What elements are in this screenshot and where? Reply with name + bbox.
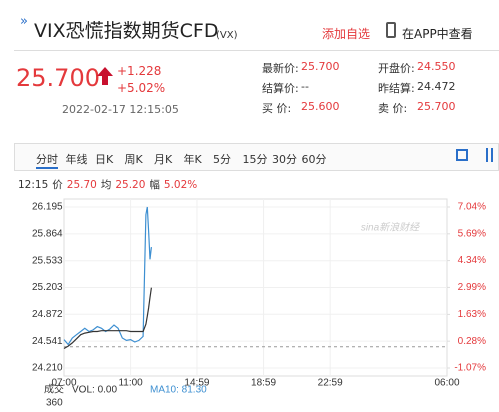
tab[interactable]: 周K bbox=[124, 153, 143, 166]
field-value: 24.550 bbox=[417, 60, 456, 73]
volume-tick: 360 bbox=[46, 398, 63, 409]
field-label: 卖 价: bbox=[378, 102, 408, 115]
x-tick-label: 14:59 bbox=[184, 378, 209, 389]
up-arrow bbox=[97, 67, 113, 85]
field-value: 25.600 bbox=[301, 100, 340, 113]
y2-tick-label: 7.04% bbox=[458, 202, 486, 213]
tab[interactable]: 30分 bbox=[272, 153, 297, 166]
x-tick-label: 18:59 bbox=[251, 378, 276, 389]
price-line bbox=[63, 206, 152, 346]
volume-item: MA10: 81.30 bbox=[150, 385, 207, 396]
y-tick-label: 25.864 bbox=[32, 228, 63, 239]
fullscreen-icon[interactable] bbox=[456, 149, 468, 161]
add-watchlist[interactable]: 添加自选 bbox=[322, 27, 371, 41]
field-label: 买 价: bbox=[262, 102, 292, 115]
change-pct: +5.02% bbox=[117, 81, 166, 95]
info-value: 5.02% bbox=[163, 179, 198, 191]
phone-icon bbox=[386, 22, 396, 38]
field-label: 昨结算: bbox=[378, 82, 415, 95]
field-value: 24.472 bbox=[417, 80, 456, 93]
x-tick-label: 22:59 bbox=[318, 378, 343, 389]
tab[interactable]: 月K bbox=[154, 153, 173, 166]
y2-tick-label: 1.63% bbox=[458, 309, 486, 320]
tab[interactable]: 年线 bbox=[65, 153, 88, 166]
field-value: 25.700 bbox=[301, 60, 340, 73]
y2-tick-label: -1.07% bbox=[454, 363, 486, 374]
view-in-app[interactable]: 在APP中查看 bbox=[402, 27, 473, 41]
price: 25.700 bbox=[16, 64, 100, 92]
tab[interactable]: 分时 bbox=[36, 151, 58, 169]
x-tick-label: 06:00 bbox=[434, 378, 459, 389]
y-tick-label: 25.203 bbox=[32, 282, 63, 293]
x-tick-label: 11:00 bbox=[118, 378, 143, 389]
tab[interactable]: 日K bbox=[95, 153, 114, 166]
tab[interactable]: 60分 bbox=[301, 153, 327, 166]
info-label: 幅 bbox=[149, 179, 160, 191]
field-value: 25.700 bbox=[417, 100, 456, 113]
y2-tick-label: 2.99% bbox=[458, 282, 486, 293]
info-time: 12:15 bbox=[18, 179, 49, 191]
watermark: sina新浪财经 bbox=[361, 222, 420, 234]
change: +1.228 bbox=[117, 64, 162, 78]
info-label: 价 bbox=[52, 179, 63, 191]
field-label: 最新价: bbox=[262, 62, 299, 75]
info-line: 12:15 价 25.70 均 25.20 幅 5.02% bbox=[18, 177, 201, 192]
tab[interactable]: 5分 bbox=[213, 153, 231, 166]
y2-tick-label: 4.34% bbox=[458, 255, 486, 266]
tab[interactable]: 年K bbox=[183, 153, 202, 166]
y2-tick-label: 0.28% bbox=[458, 336, 486, 347]
volume-item: VOL: 0.00 bbox=[72, 385, 117, 396]
more-icon[interactable] bbox=[486, 148, 493, 162]
icon: » bbox=[20, 14, 28, 29]
info-value: 25.20 bbox=[115, 179, 146, 191]
field-label: 结算价: bbox=[262, 82, 299, 95]
tab-bar bbox=[14, 143, 499, 171]
volume-label: 成交 bbox=[44, 383, 64, 396]
y-tick-label: 24.872 bbox=[32, 309, 63, 320]
info-value: 25.70 bbox=[66, 179, 97, 191]
y2-tick-label: 5.69% bbox=[458, 228, 486, 239]
info-label: 均 bbox=[100, 179, 112, 191]
y-tick-label: 24.541 bbox=[32, 336, 63, 347]
divider bbox=[14, 50, 499, 51]
y-tick-label: 25.533 bbox=[32, 255, 63, 266]
price-line bbox=[63, 287, 152, 350]
title: VIX恐慌指数期货CFD bbox=[34, 20, 219, 42]
timestamp: 2022-02-17 12:15:05 bbox=[62, 103, 179, 116]
chart: 24.210 24.541 24.872 25.203 25.533 25.864 26.1… bbox=[32, 198, 486, 409]
field-label: 开盘价: bbox=[378, 62, 415, 75]
y-tick-label: 24.210 bbox=[32, 363, 63, 374]
tab[interactable]: 15分 bbox=[242, 153, 268, 166]
y-tick-label: 26.195 bbox=[32, 202, 63, 213]
field-value: -- bbox=[301, 80, 309, 93]
code: (VX) bbox=[216, 30, 238, 41]
x-tick-label: 07:00 bbox=[51, 378, 76, 389]
